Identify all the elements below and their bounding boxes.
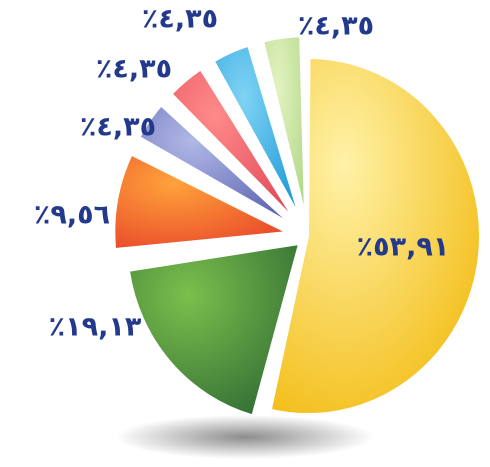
pie-slice-label-3: ٪٩,٥٦ <box>34 200 110 231</box>
pie-slice-label-2: ٪١٩,١٣ <box>49 312 142 343</box>
pie-slice-label-7: ٪٤,٣٥ <box>298 11 374 42</box>
pie-slice-6 <box>212 44 301 217</box>
pie-slice-label-4: ٪٤,٣٥ <box>80 112 156 143</box>
pie-slice-label-1: ٪٥٣,٩١ <box>357 232 450 263</box>
pie-slice-1 <box>269 56 481 415</box>
pie-slice-3 <box>113 153 290 251</box>
pie-slice-2 <box>127 242 301 417</box>
pie-slice-label-5: ٪٤,٣٥ <box>96 54 172 85</box>
pie-slice-5 <box>170 68 295 220</box>
pie-slice-label-6: ٪٤,٣٥ <box>142 4 218 35</box>
pie-slice-7 <box>262 35 307 215</box>
ground-shadow <box>115 415 375 459</box>
pie-slice-4 <box>138 104 291 225</box>
